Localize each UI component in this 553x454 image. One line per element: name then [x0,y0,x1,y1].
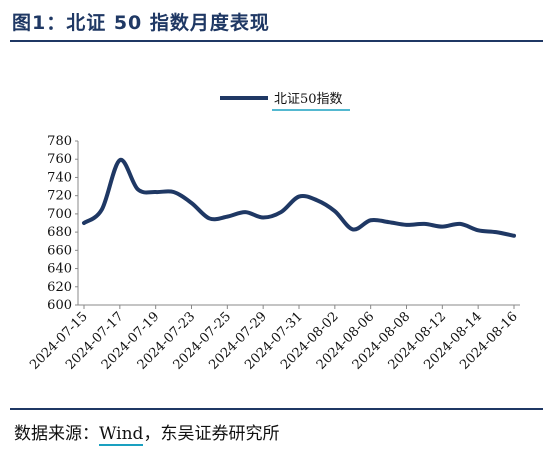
y-tick-label: 760 [47,152,72,167]
legend-label: 北证50指数 [274,92,343,107]
source-rule [10,408,543,410]
x-axis: 2024-07-152024-07-172024-07-192024-07-23… [27,304,521,373]
y-tick-label: 740 [47,170,72,185]
y-tick-label: 680 [47,225,72,240]
y-tick-label: 720 [47,189,72,204]
y-tick-label: 620 [47,280,72,295]
source-note: 数据来源：Wind，东吴证券研究所 [14,419,280,446]
y-tick-label: 640 [47,262,72,277]
y-tick-label: 780 [47,134,72,149]
series-line [82,158,516,238]
source-suffix: ，东吴证券研究所 [143,424,280,444]
source-wind: Wind [99,424,144,446]
source-prefix: 数据来源： [14,424,99,444]
y-tick-label: 700 [47,207,72,222]
y-tick-label: 600 [47,298,72,313]
y-tick-label: 660 [47,243,72,258]
title-rule [10,40,543,42]
chart-legend: 北证50指数 [220,92,350,111]
figure-title: 图1：北证 50 指数月度表现 [12,12,270,34]
y-axis: 600 620 640 660 680 700 720 740 760 780 [47,134,79,313]
